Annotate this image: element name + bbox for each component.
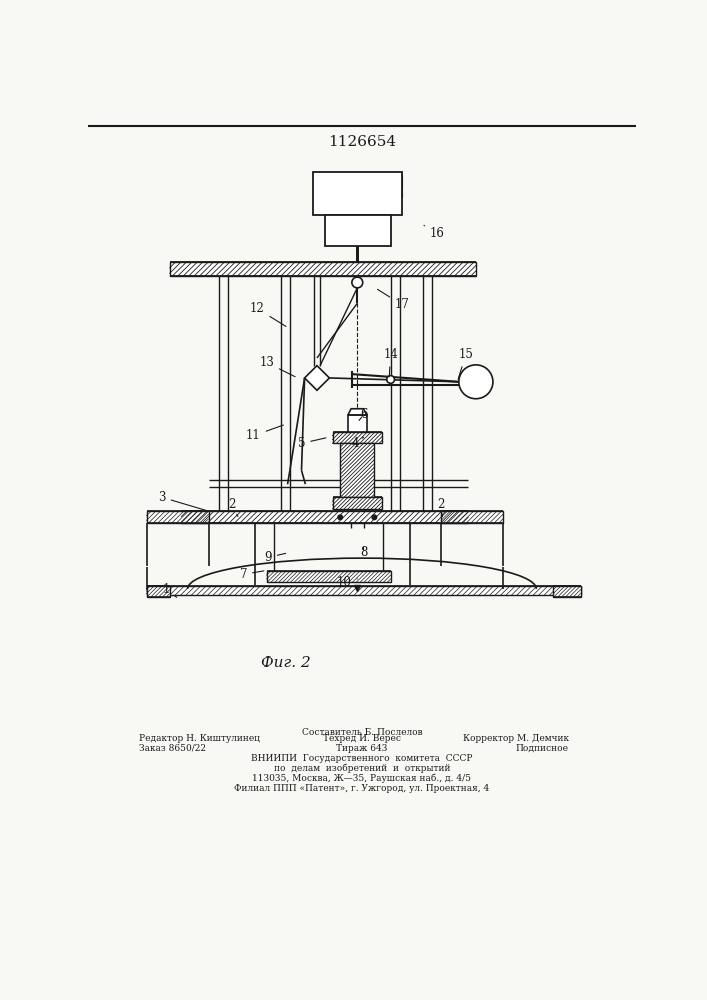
Text: Фиг. 2: Фиг. 2	[261, 656, 311, 670]
Bar	[340, 443, 374, 497]
Text: Подписное: Подписное	[516, 744, 569, 753]
Text: Филиал ППП «Патент», г. Ужгород, ул. Проектная, 4: Филиал ППП «Патент», г. Ужгород, ул. Про…	[234, 784, 489, 793]
Bar	[146, 511, 209, 523]
Bar	[332, 497, 382, 509]
Text: Заказ 8650/22: Заказ 8650/22	[139, 744, 206, 753]
Text: Тираж 643: Тираж 643	[337, 744, 387, 753]
Bar	[313, 172, 402, 215]
Bar	[325, 215, 391, 246]
Text: 8: 8	[360, 546, 367, 559]
Text: Техред И. Верес: Техред И. Верес	[323, 734, 401, 743]
Text: по  делам  изобретений  и  открытий: по делам изобретений и открытий	[274, 764, 450, 773]
Bar	[332, 432, 382, 443]
Text: 1126654: 1126654	[328, 135, 396, 149]
Bar	[267, 571, 391, 582]
Text: 11: 11	[246, 425, 284, 442]
Bar	[313, 175, 402, 182]
Bar	[441, 511, 503, 523]
Bar	[182, 511, 468, 523]
Text: 3: 3	[158, 491, 206, 510]
Text: 9: 9	[264, 551, 286, 564]
Text: 1: 1	[162, 583, 177, 597]
Circle shape	[459, 365, 493, 399]
Text: 14: 14	[383, 348, 398, 377]
Text: 5: 5	[298, 437, 326, 450]
Bar	[554, 586, 580, 597]
Bar	[348, 415, 367, 432]
Text: 6: 6	[359, 408, 367, 421]
Circle shape	[352, 277, 363, 288]
Bar	[170, 262, 476, 276]
Text: 2: 2	[438, 498, 445, 517]
Text: Составитель Б. Послелов: Составитель Б. Послелов	[302, 728, 422, 737]
Bar	[146, 586, 170, 597]
Text: 15: 15	[458, 348, 473, 379]
Text: ВНИИПИ  Государственного  комитета  СССР: ВНИИПИ Государственного комитета СССР	[251, 754, 473, 763]
Text: 10: 10	[337, 576, 357, 588]
Circle shape	[387, 376, 395, 383]
Text: 4: 4	[352, 437, 363, 450]
Bar	[313, 183, 402, 189]
Circle shape	[372, 515, 377, 520]
Text: Корректор М. Демчик: Корректор М. Демчик	[463, 734, 569, 743]
Polygon shape	[348, 409, 367, 415]
Text: 16: 16	[424, 225, 445, 240]
Text: 12: 12	[250, 302, 286, 326]
Bar	[313, 191, 402, 197]
Text: 2: 2	[228, 498, 238, 517]
Text: 17: 17	[378, 289, 409, 311]
Text: 13: 13	[259, 356, 295, 377]
Bar	[146, 586, 580, 595]
Text: Редактор Н. Киштулинец: Редактор Н. Киштулинец	[139, 734, 259, 743]
Circle shape	[338, 515, 343, 520]
Polygon shape	[305, 366, 329, 390]
Text: 7: 7	[240, 568, 264, 581]
Text: 113035, Москва, Ж—35, Раушская наб., д. 4/5: 113035, Москва, Ж—35, Раушская наб., д. …	[252, 774, 472, 783]
